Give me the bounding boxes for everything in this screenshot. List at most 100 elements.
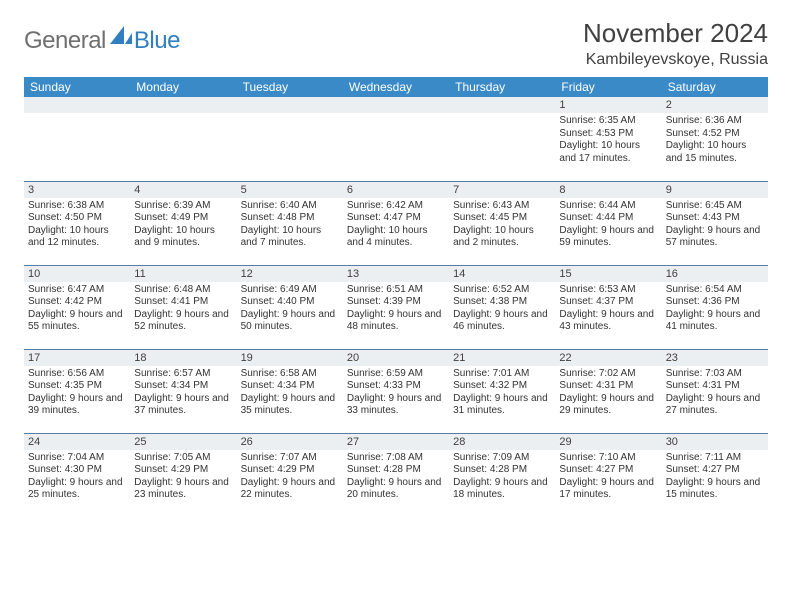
calendar-day-cell: 19 Sunrise: 6:58 AMSunset: 4:34 PMDayligh… [237, 349, 343, 433]
calendar-week-row: 24Sunrise: 7:04 AMSunset: 4:30 PMDayligh… [24, 433, 768, 517]
day-details: Sunrise: 6:56 AMSunset: 4:35 PMDaylight:… [24, 366, 130, 420]
sunrise-text: Sunrise: 6:49 AM [241, 284, 339, 297]
sunset-text: Sunset: 4:29 PM [241, 464, 339, 477]
daylight-text: Daylight: 9 hours and 57 minutes. [666, 225, 764, 250]
sunset-text: Sunset: 4:47 PM [347, 212, 445, 225]
day-details: Sunrise: 6:35 AMSunset: 4:53 PMDaylight:… [555, 113, 661, 167]
sunrise-text: Sunrise: 6:39 AM [134, 200, 232, 213]
brand-logo: General Blue [24, 18, 180, 58]
day-number-bar: 13 [343, 266, 449, 282]
sunrise-text: Sunrise: 6:47 AM [28, 284, 126, 297]
calendar-day-cell: 28Sunrise: 7:09 AMSunset: 4:28 PMDayligh… [449, 433, 555, 517]
sunrise-text: Sunrise: 6:57 AM [134, 368, 232, 381]
sunrise-text: Sunrise: 6:45 AM [666, 200, 764, 213]
day-details: Sunrise: 6:44 AMSunset: 4:44 PMDaylight:… [555, 198, 661, 252]
day-details: Sunrise: 6:40 AMSunset: 4:48 PMDaylight:… [237, 198, 343, 252]
day-details: Sunrise: 7:08 AMSunset: 4:28 PMDaylight:… [343, 450, 449, 504]
daylight-text: Daylight: 9 hours and 41 minutes. [666, 309, 764, 334]
calendar-day-cell: 21Sunrise: 7:01 AMSunset: 4:32 PMDayligh… [449, 349, 555, 433]
daylight-text: Daylight: 9 hours and 46 minutes. [453, 309, 551, 334]
sunrise-text: Sunrise: 6:53 AM [559, 284, 657, 297]
day-details: Sunrise: 6:38 AMSunset: 4:50 PMDaylight:… [24, 198, 130, 252]
day-details: Sunrise: 7:11 AMSunset: 4:27 PMDaylight:… [662, 450, 768, 504]
day-number-bar: 30 [662, 434, 768, 450]
sunset-text: Sunset: 4:27 PM [559, 464, 657, 477]
sunrise-text: Sunrise: 7:08 AM [347, 452, 445, 465]
daylight-text: Daylight: 9 hours and 55 minutes. [28, 309, 126, 334]
sunset-text: Sunset: 4:37 PM [559, 296, 657, 309]
day-number-bar: 12 [237, 266, 343, 282]
sunset-text: Sunset: 4:27 PM [666, 464, 764, 477]
calendar-week-row: 1Sunrise: 6:35 AMSunset: 4:53 PMDaylight… [24, 97, 768, 181]
day-number-bar: 22 [555, 350, 661, 366]
calendar-day-cell: 26Sunrise: 7:07 AMSunset: 4:29 PMDayligh… [237, 433, 343, 517]
day-number-bar: 21 [449, 350, 555, 366]
sunset-text: Sunset: 4:42 PM [28, 296, 126, 309]
sunset-text: Sunset: 4:50 PM [28, 212, 126, 225]
calendar-day-cell: 22Sunrise: 7:02 AMSunset: 4:31 PMDayligh… [555, 349, 661, 433]
sunset-text: Sunset: 4:35 PM [28, 380, 126, 393]
daylight-text: Daylight: 9 hours and 48 minutes. [347, 309, 445, 334]
calendar-day-cell [449, 97, 555, 181]
daylight-text: Daylight: 9 hours and 31 minutes. [453, 393, 551, 418]
day-number-bar: 9 [662, 182, 768, 198]
title-block: November 2024 Kambileyevskoye, Russia [583, 18, 768, 69]
sunrise-text: Sunrise: 6:56 AM [28, 368, 126, 381]
daylight-text: Daylight: 9 hours and 52 minutes. [134, 309, 232, 334]
sunset-text: Sunset: 4:34 PM [241, 380, 339, 393]
calendar-day-cell: 14Sunrise: 6:52 AMSunset: 4:38 PMDayligh… [449, 265, 555, 349]
calendar-day-cell: 3Sunrise: 6:38 AMSunset: 4:50 PMDaylight… [24, 181, 130, 265]
daylight-text: Daylight: 9 hours and 35 minutes. [241, 393, 339, 418]
calendar-day-cell: 16Sunrise: 6:54 AMSunset: 4:36 PMDayligh… [662, 265, 768, 349]
sunrise-text: Sunrise: 6:44 AM [559, 200, 657, 213]
weekday-header: Wednesday [343, 77, 449, 97]
calendar-day-cell: 11Sunrise: 6:48 AMSunset: 4:41 PMDayligh… [130, 265, 236, 349]
day-number-bar: 19 [237, 350, 343, 366]
day-number-bar: 4 [130, 182, 236, 198]
day-details: Sunrise: 6:53 AMSunset: 4:37 PMDaylight:… [555, 282, 661, 336]
sunset-text: Sunset: 4:28 PM [347, 464, 445, 477]
day-details: Sunrise: 6:54 AMSunset: 4:36 PMDaylight:… [662, 282, 768, 336]
sunset-text: Sunset: 4:43 PM [666, 212, 764, 225]
weekday-header: Tuesday [237, 77, 343, 97]
day-number-bar: 29 [555, 434, 661, 450]
day-number-bar: 28 [449, 434, 555, 450]
daylight-text: Daylight: 10 hours and 15 minutes. [666, 140, 764, 165]
day-number-bar: 23 [662, 350, 768, 366]
day-details: Sunrise: 7:01 AMSunset: 4:32 PMDaylight:… [449, 366, 555, 420]
day-number-bar: 15 [555, 266, 661, 282]
day-details: Sunrise: 6:52 AMSunset: 4:38 PMDaylight:… [449, 282, 555, 336]
daylight-text: Daylight: 9 hours and 18 minutes. [453, 477, 551, 502]
calendar-day-cell: 23Sunrise: 7:03 AMSunset: 4:31 PMDayligh… [662, 349, 768, 433]
daylight-text: Daylight: 9 hours and 43 minutes. [559, 309, 657, 334]
day-number-bar: 18 [130, 350, 236, 366]
calendar-day-cell: 10 Sunrise: 6:47 AMSunset: 4:42 PMDayligh… [24, 265, 130, 349]
day-number-bar: 2 [662, 97, 768, 113]
daylight-text: Daylight: 9 hours and 17 minutes. [559, 477, 657, 502]
day-number-bar: 14 [449, 266, 555, 282]
location-label: Kambileyevskoye, Russia [583, 51, 768, 69]
sunset-text: Sunset: 4:30 PM [28, 464, 126, 477]
day-details: Sunrise: 6:43 AMSunset: 4:45 PMDaylight:… [449, 198, 555, 252]
sunset-text: Sunset: 4:49 PM [134, 212, 232, 225]
sunset-text: Sunset: 4:41 PM [134, 296, 232, 309]
day-number-bar: 10 [24, 266, 130, 282]
weekday-header: Friday [555, 77, 661, 97]
sunrise-text: Sunrise: 6:43 AM [453, 200, 551, 213]
day-number-bar [237, 97, 343, 113]
daylight-text: Daylight: 9 hours and 22 minutes. [241, 477, 339, 502]
daylight-text: Daylight: 9 hours and 15 minutes. [666, 477, 764, 502]
day-number-bar: 27 [343, 434, 449, 450]
day-details: Sunrise: 6:45 AMSunset: 4:43 PMDaylight:… [662, 198, 768, 252]
day-number-bar [343, 97, 449, 113]
sunrise-text: Sunrise: 6:58 AM [241, 368, 339, 381]
daylight-text: Daylight: 9 hours and 20 minutes. [347, 477, 445, 502]
sunset-text: Sunset: 4:33 PM [347, 380, 445, 393]
sunrise-text: Sunrise: 6:48 AM [134, 284, 232, 297]
calendar-day-cell [237, 97, 343, 181]
day-details: Sunrise: 7:10 AMSunset: 4:27 PMDaylight:… [555, 450, 661, 504]
day-number-bar: 24 [24, 434, 130, 450]
day-details: Sunrise: 6:59 AMSunset: 4:33 PMDaylight:… [343, 366, 449, 420]
calendar-day-cell: 18Sunrise: 6:57 AMSunset: 4:34 PMDayligh… [130, 349, 236, 433]
daylight-text: Daylight: 9 hours and 29 minutes. [559, 393, 657, 418]
